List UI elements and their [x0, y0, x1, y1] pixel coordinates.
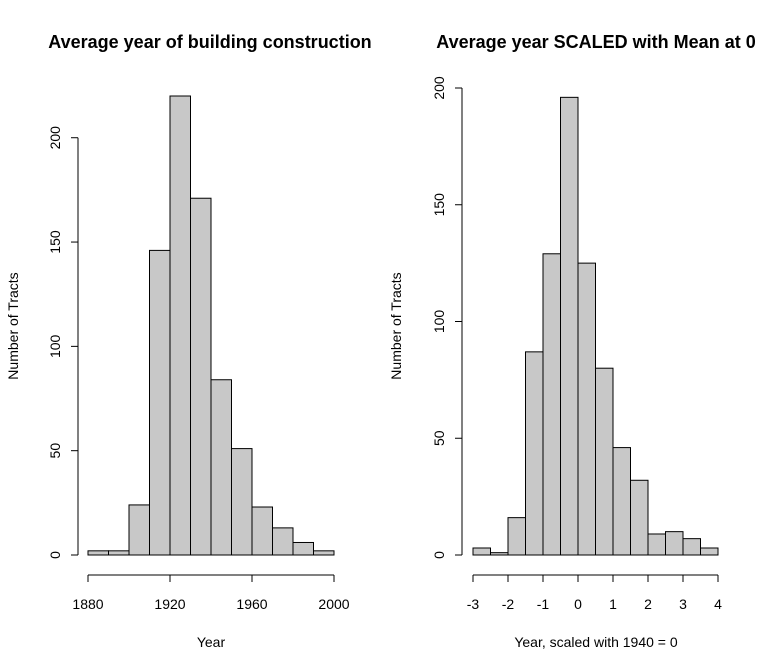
x-tick-label: -2 [502, 596, 515, 612]
bar [682, 538, 701, 556]
y-axis-left: 0 50 100 150 200 [47, 126, 79, 559]
bar [108, 550, 130, 556]
chart-title-left: Average year of building construction [48, 32, 371, 52]
bar [210, 379, 232, 556]
bar [542, 253, 561, 556]
bar [577, 262, 596, 556]
x-tick-label: 1920 [154, 596, 185, 612]
y-tick-label: 100 [47, 334, 63, 358]
bar [700, 547, 719, 556]
bar [490, 552, 509, 556]
bars-right [472, 96, 719, 556]
bar [647, 533, 666, 556]
y-tick-label: 0 [431, 551, 447, 559]
y-tick-label: 200 [47, 126, 63, 150]
bar [665, 531, 684, 556]
bar [292, 541, 314, 556]
x-tick-label: 3 [679, 596, 687, 612]
bar [190, 197, 212, 556]
x-tick-label: -3 [467, 596, 480, 612]
bar [507, 517, 526, 556]
x-axis-label-right: Year, scaled with 1940 = 0 [514, 634, 678, 650]
bar [595, 367, 614, 556]
y-tick-label: 50 [47, 443, 63, 459]
bar [612, 447, 631, 556]
y-tick-label: 150 [47, 230, 63, 254]
bar [231, 448, 253, 556]
y-tick-label: 150 [431, 193, 447, 217]
x-tick-label: 4 [714, 596, 722, 612]
y-tick-label: 100 [431, 310, 447, 334]
y-tick-label: 200 [431, 76, 447, 100]
x-tick-label: 0 [574, 596, 582, 612]
x-tick-label: 1880 [72, 596, 103, 612]
bar [630, 479, 649, 556]
bar [169, 95, 191, 556]
bar [525, 351, 544, 556]
bar [313, 550, 335, 556]
y-axis-label-left: Number of Tracts [5, 272, 21, 379]
panel-right: Average year SCALED with Mean at 0 Year,… [388, 32, 756, 650]
bar [272, 527, 294, 556]
bars-left [87, 95, 335, 556]
x-axis-left: 1880 1920 1960 2000 [72, 574, 350, 612]
chart-title-right: Average year SCALED with Mean at 0 [436, 32, 755, 52]
y-tick-label: 50 [431, 430, 447, 446]
y-tick-label: 0 [47, 551, 63, 559]
x-axis-label-left: Year [197, 634, 226, 650]
bar [149, 249, 171, 556]
y-axis-label-right: Number of Tracts [388, 272, 404, 379]
x-tick-label: 2000 [318, 596, 349, 612]
y-axis-right: 0 50 100 150 200 [431, 76, 463, 559]
bar [128, 504, 150, 556]
bar [251, 506, 273, 556]
panel-left: Average year of building construction Ye… [5, 32, 372, 650]
x-axis-right: -3 -2 -1 0 1 2 3 4 [467, 574, 722, 612]
bar [560, 96, 579, 556]
x-tick-label: 1960 [236, 596, 267, 612]
x-tick-label: 2 [644, 596, 652, 612]
bar [87, 550, 109, 556]
x-tick-label: -1 [537, 596, 550, 612]
x-tick-label: 1 [609, 596, 617, 612]
bar [472, 547, 491, 556]
